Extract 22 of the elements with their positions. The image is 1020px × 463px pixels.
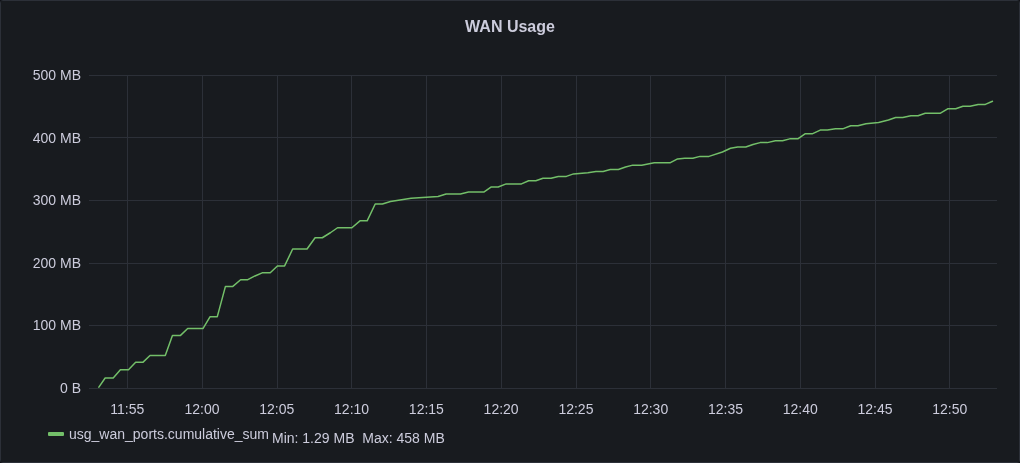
y-tick-label: 300 MB [32, 192, 81, 209]
y-tick-label: 0 B [59, 380, 81, 396]
y-tick-label: 200 MB [32, 254, 81, 271]
chart-title: WAN Usage [465, 17, 555, 35]
y-tick-label: 100 MB [32, 317, 81, 334]
x-tick-label: 12:45 [857, 401, 893, 417]
x-tick-label: 12:00 [184, 401, 220, 417]
y-tick-label: 400 MB [32, 129, 81, 146]
x-tick-label: 12:25 [558, 401, 594, 417]
x-tick-label: 12:10 [334, 401, 370, 417]
x-tick-label: 12:20 [483, 401, 519, 417]
x-tick-label: 12:40 [782, 401, 818, 417]
x-tick-label: 12:05 [259, 401, 295, 417]
x-tick-label: 11:55 [110, 401, 145, 417]
line-series [98, 100, 994, 388]
x-tick-label: 12:30 [633, 401, 669, 417]
y-tick-label: 500 MB [32, 67, 81, 83]
legend-label: usg_wan_ports.cumulative_sum [69, 426, 269, 442]
text: Min: 1.29 MB Max: 458 MB [271, 430, 445, 446]
x-tick-label: 12:50 [932, 401, 968, 417]
x-tick-label: 12:15 [408, 401, 445, 417]
x-tick-label: 12:35 [707, 401, 744, 417]
